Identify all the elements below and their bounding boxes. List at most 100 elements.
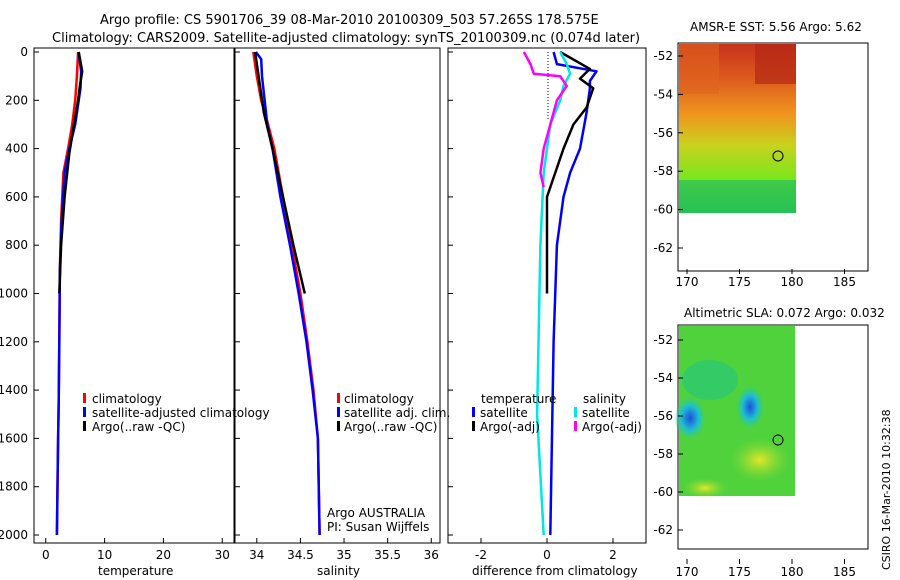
legend-label: Argo(-adj) — [480, 420, 540, 434]
y-tick-label: 800 — [5, 238, 28, 252]
sst-float-marker — [772, 150, 784, 162]
salinity-legend: climatology satellite adj. clim. Argo(..… — [337, 392, 450, 434]
salinity-series — [252, 51, 321, 536]
lat-tick-label: -60 — [653, 203, 673, 217]
y-tick-label: 1800 — [0, 480, 28, 494]
legend-swatch-temp-argo — [472, 421, 475, 431]
sst-map-frame — [677, 42, 869, 272]
sla-map-title: Altimetric SLA: 0.072 Argo: 0.032 — [684, 306, 885, 320]
lat-tick-label: -58 — [653, 164, 673, 178]
sla-map-frame — [677, 324, 869, 550]
y-tick-label: 1400 — [0, 383, 28, 397]
lon-tick-label: 180 — [781, 565, 804, 579]
x-tick-label: 30 — [215, 548, 230, 562]
lat-tick-label: -52 — [653, 49, 673, 63]
sst-map-axes: -52 -54 -56 -58 -60 -62 170 175 180 185 — [653, 49, 856, 289]
figure-title-line1: Argo profile: CS 5901706_39 08-Mar-2010 … — [100, 13, 599, 28]
lon-tick-label: 185 — [833, 275, 856, 289]
series-line-temperature-argo-adj- — [545, 50, 595, 294]
legend-label: Argo(-adj) — [582, 420, 642, 434]
lat-tick-label: -56 — [653, 409, 673, 423]
y-tick-label: 200 — [5, 93, 28, 107]
figure-title-line2: Climatology: CARS2009. Satellite-adjuste… — [52, 31, 640, 46]
legend-salinity-title: salinity — [583, 392, 626, 406]
sst-map-patch — [679, 180, 796, 213]
legend-swatch-argo — [83, 421, 86, 431]
x-tick-label: 0 — [543, 548, 551, 562]
salinity-xlabel: salinity — [317, 564, 360, 578]
legend-swatch-temp-satellite — [472, 407, 475, 417]
x-tick-label: 10 — [97, 548, 112, 562]
x-tick-label: 35 — [336, 548, 351, 562]
x-ticks: 0 10 20 30 34 34.5 35 35.5 36 -2 0 2 — [42, 538, 617, 562]
x-tick-label: 2 — [609, 548, 617, 562]
y-tick-label: 400 — [5, 142, 28, 156]
sst-map-patch — [755, 44, 796, 84]
legend-temperature-title: temperature — [481, 392, 556, 406]
legend-swatch-sal-argo — [574, 421, 577, 431]
series-line-satellite-adj-clim- — [254, 51, 321, 536]
x-tick-label: 36 — [424, 548, 439, 562]
difference-panel-frame — [447, 47, 647, 544]
sla-map-high — [683, 478, 727, 498]
depth-axis: 0 200 400 600 800 1000 1200 1400 1600 1800 2000 — [0, 45, 453, 542]
difference-legend: temperature salinity satellite Argo(-adj… — [472, 392, 642, 434]
legend-label: climatology — [344, 392, 414, 406]
lon-tick-label: 170 — [676, 565, 699, 579]
x-tick-label: 20 — [156, 548, 171, 562]
salinity-panel-frame — [234, 47, 441, 544]
sla-map-low — [674, 396, 706, 440]
x-tick-label: 34.5 — [287, 548, 314, 562]
credit-stamp: CSIRO 16-Mar-2010 10:32:38 — [880, 409, 893, 570]
lat-tick-label: -58 — [653, 447, 673, 461]
x-tick-label: -2 — [475, 548, 487, 562]
y-tick-label: 1600 — [0, 431, 28, 445]
salinity-footer-pi: PI: Susan Wijffels — [327, 520, 429, 534]
y-tick-label: 1200 — [0, 335, 28, 349]
lon-tick-label: 185 — [833, 565, 856, 579]
sla-map-axes: -52 -54 -56 -58 -60 -62 170 175 180 185 — [653, 333, 856, 579]
lon-tick-label: 175 — [728, 565, 751, 579]
legend-label: Argo(..raw -QC) — [344, 420, 437, 434]
difference-xlabel: difference from climatology — [472, 564, 638, 578]
sst-map-patch — [679, 44, 719, 94]
legend-label: climatology — [92, 392, 162, 406]
temperature-xlabel: temperature — [98, 564, 173, 578]
legend-label: Argo(..raw -QC) — [92, 420, 185, 434]
lon-tick-label: 175 — [728, 275, 751, 289]
lat-tick-label: -62 — [653, 241, 673, 255]
legend-swatch-satellite — [337, 407, 340, 417]
sla-map-patch — [682, 360, 738, 400]
temperature-legend: climatology satellite-adjusted climatolo… — [83, 392, 270, 434]
lat-tick-label: -54 — [653, 87, 673, 101]
lon-tick-label: 180 — [781, 275, 804, 289]
legend-swatch-climatology — [83, 393, 86, 403]
y-tick-label: 1000 — [0, 287, 28, 301]
temperature-series — [55, 51, 84, 536]
legend-swatch-sal-satellite — [574, 407, 577, 417]
legend-label: satellite — [582, 406, 630, 420]
y-tick-label: 600 — [5, 190, 28, 204]
series-line-argo-raw-qc- — [58, 51, 84, 294]
x-tick-label: 35.5 — [374, 548, 401, 562]
series-line-argo-raw-qc- — [253, 51, 307, 294]
x-tick-label: 0 — [42, 548, 50, 562]
series-line-salinity-argo-adj- — [522, 51, 569, 188]
legend-label: satellite-adjusted climatology — [92, 406, 270, 420]
temperature-panel-frame — [33, 47, 235, 544]
series-line-salinity-satellite — [535, 51, 572, 536]
sst-map-title: AMSR-E SST: 5.56 Argo: 5.62 — [690, 20, 862, 34]
difference-series — [522, 50, 598, 536]
sla-map-low — [736, 385, 764, 429]
y-tick-label: 2000 — [0, 528, 28, 542]
series-line-climatology — [252, 51, 321, 536]
legend-swatch-satellite — [83, 407, 86, 417]
legend-label: satellite adj. clim. — [344, 406, 450, 420]
y-tick-label: 0 — [20, 45, 28, 59]
lat-tick-label: -56 — [653, 126, 673, 140]
lon-tick-label: 170 — [676, 275, 699, 289]
sla-map-high — [730, 438, 790, 482]
lat-tick-label: -62 — [653, 523, 673, 537]
legend-swatch-argo — [337, 421, 340, 431]
